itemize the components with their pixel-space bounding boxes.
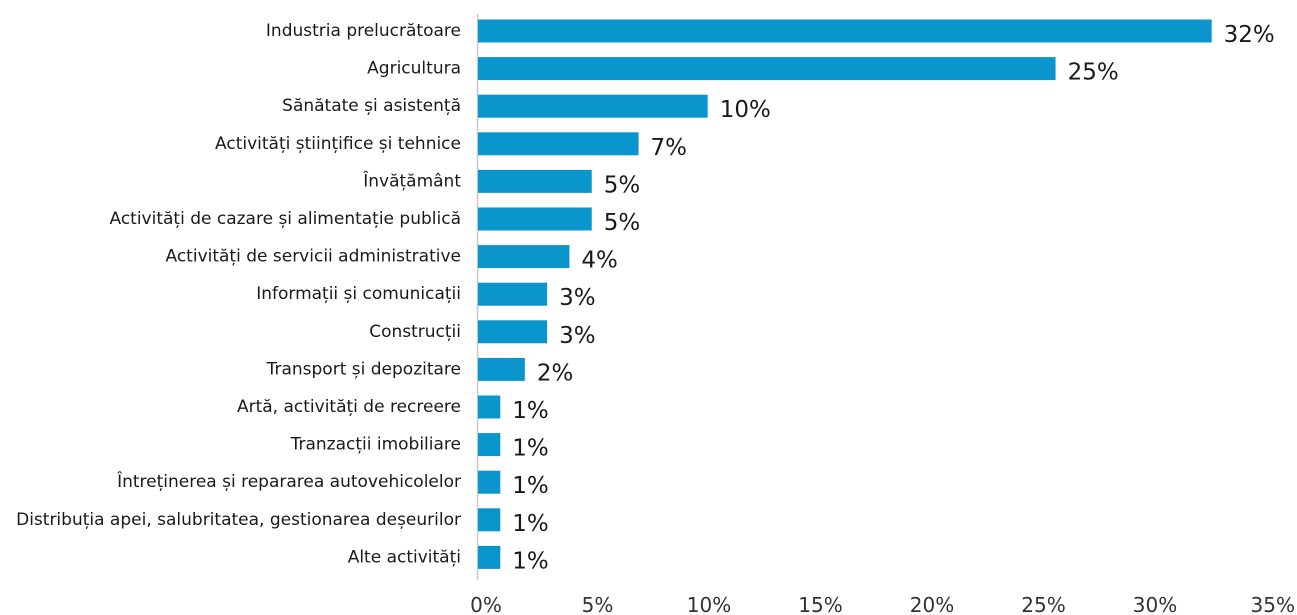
category-label: Alte activități — [348, 547, 461, 567]
data-label: 1% — [512, 436, 549, 462]
category-label: Tranzacții imobiliare — [290, 435, 461, 455]
category-label: Transport și depozitare — [266, 359, 461, 379]
data-label: 1% — [512, 548, 549, 574]
x-tick-label: 30% — [1133, 593, 1177, 615]
x-tick-label: 20% — [910, 593, 954, 615]
data-label: 32% — [1224, 22, 1275, 48]
data-label: 1% — [512, 473, 549, 499]
bar — [478, 357, 525, 381]
data-label: 3% — [559, 285, 596, 311]
category-label: Industria prelucrătoare — [266, 21, 461, 41]
data-label: 5% — [604, 210, 641, 236]
category-label: Activități științifice și tehnice — [215, 134, 461, 154]
bar — [478, 245, 570, 269]
bars-layer — [478, 19, 1212, 569]
x-tick-label: 35% — [1251, 593, 1295, 615]
category-label: Activități de servicii administrative — [166, 247, 462, 267]
category-label: Agricultura — [367, 59, 461, 79]
bar — [478, 395, 501, 419]
category-label: Artă, activități de recreere — [237, 397, 461, 417]
bar — [478, 433, 501, 457]
x-tick-label: 5% — [582, 593, 614, 615]
x-tick-labels: 0% 5% 10% 15% 20% 25% 30% 35% — [470, 593, 1295, 615]
data-label: 2% — [537, 360, 574, 386]
x-tick-label: 15% — [798, 593, 842, 615]
data-label: 4% — [581, 248, 618, 274]
bar — [478, 57, 1056, 81]
bar — [478, 320, 548, 344]
x-tick-label: 10% — [687, 593, 731, 615]
data-label: 7% — [651, 135, 688, 161]
bar — [478, 207, 592, 231]
data-label: 1% — [512, 398, 549, 424]
category-label: Informații și comunicații — [256, 284, 461, 304]
data-label: 10% — [720, 97, 771, 123]
x-tick-label: 25% — [1021, 593, 1065, 615]
data-label: 3% — [559, 323, 596, 349]
data-label: 25% — [1068, 60, 1119, 86]
bar — [478, 169, 592, 193]
category-label: Sănătate și asistență — [282, 96, 461, 116]
bar — [478, 94, 708, 118]
value-labels: 32% 25% 10% 7% 5% 5% 4% 3% 3% 2% 1% 1% 1% 1% 1% — [512, 22, 1274, 574]
category-label: Activități de cazare și alimentație publ… — [109, 209, 461, 229]
bar — [478, 282, 548, 306]
category-label: Construcții — [369, 322, 461, 342]
category-label: Distribuția apei, salubritatea, gestiona… — [16, 510, 461, 530]
bar — [478, 470, 501, 494]
x-tick-label: 0% — [470, 593, 502, 615]
bar — [478, 132, 639, 156]
bar — [478, 545, 501, 569]
category-label: Întreținerea și repararea autovehicolelo… — [116, 470, 461, 492]
data-label: 5% — [604, 172, 641, 198]
data-label: 1% — [512, 511, 549, 537]
bar — [478, 19, 1212, 43]
category-labels: Industria prelucrătoare Agricultura Sănăta… — [16, 21, 461, 567]
bar — [478, 508, 501, 532]
category-label: Învățământ — [362, 169, 461, 191]
